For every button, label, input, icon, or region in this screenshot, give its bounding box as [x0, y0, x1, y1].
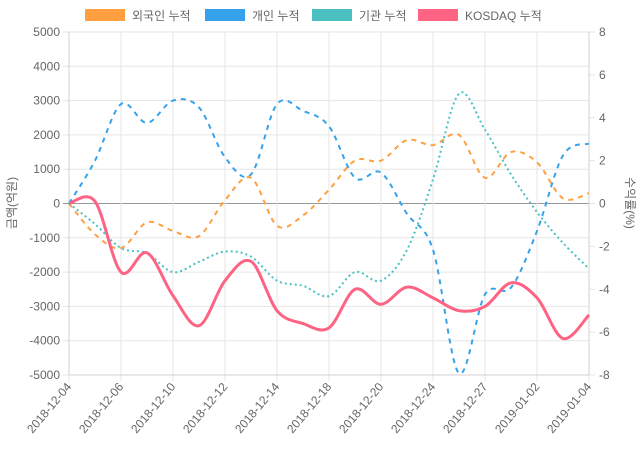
legend-label: 기관 누적 — [359, 9, 407, 23]
x-tick-label: 2018-12-27 — [440, 380, 490, 436]
legend-item-3[interactable]: KOSDAQ 누적 — [418, 9, 542, 23]
y-tick-label: -2000 — [29, 265, 60, 279]
y-tick-label: -5000 — [29, 368, 60, 382]
y2-axis-title: 수익률(%) — [623, 177, 637, 229]
y2-tick-label: -2 — [599, 239, 610, 253]
y2-tick-label: 8 — [599, 25, 606, 39]
y2-tick-label: -4 — [599, 282, 610, 296]
legend[interactable]: 외국인 누적 개인 누적 기관 누적 KOSDAQ 누적 — [85, 9, 542, 23]
y-tick-label: 5000 — [33, 25, 60, 39]
x-tick-label: 2018-12-20 — [336, 380, 386, 436]
x-tick-label: 2018-12-24 — [388, 380, 438, 436]
legend-swatch — [418, 9, 458, 21]
y-tick-label: 0 — [53, 197, 60, 211]
x-tick-label: 2018-12-14 — [232, 380, 282, 436]
x-tick-label: 2018-12-10 — [128, 380, 178, 436]
legend-swatch — [205, 9, 245, 21]
legend-label: KOSDAQ 누적 — [465, 9, 542, 23]
x-tick-label: 2018-12-18 — [284, 380, 334, 436]
y-tick-label: 4000 — [33, 59, 60, 73]
y2-tick-label: 0 — [599, 197, 606, 211]
y2-tick-label: 4 — [599, 111, 606, 125]
y2-tick-label: 6 — [599, 68, 606, 82]
y-tick-label: -3000 — [29, 299, 60, 313]
series-lines — [68, 91, 591, 375]
y2-tick-label: 2 — [599, 154, 606, 168]
x-tick-label: 2019-01-02 — [492, 380, 542, 436]
legend-label: 외국인 누적 — [132, 9, 191, 23]
y-tick-label: -4000 — [29, 334, 60, 348]
y-tick-label: 1000 — [33, 162, 60, 176]
x-tick-label: 2018-12-12 — [180, 380, 230, 436]
y-tick-label: -1000 — [29, 231, 60, 245]
axes: 5000 4000 3000 2000 1000 0 -1000 -2000 -3000 -400… — [24, 25, 610, 436]
legend-item-0[interactable]: 외국인 누적 — [85, 9, 191, 23]
y-tick-label: 3000 — [33, 94, 60, 108]
series-line-3 — [68, 195, 591, 341]
series-line-2 — [68, 91, 590, 298]
x-tick-label: 2018-12-06 — [76, 380, 126, 436]
y2-tick-label: -6 — [599, 325, 610, 339]
legend-swatch — [85, 9, 125, 21]
y2-tick-label: -8 — [599, 368, 610, 382]
y-tick-label: 2000 — [33, 128, 60, 142]
legend-item-1[interactable]: 개인 누적 — [205, 9, 300, 23]
y-axis-title: 금액(억원) — [5, 177, 19, 229]
x-tick-label: 2018-12-04 — [24, 380, 74, 436]
legend-item-2[interactable]: 기관 누적 — [312, 9, 407, 23]
legend-label: 개인 누적 — [252, 9, 300, 23]
legend-swatch — [312, 9, 352, 21]
x-tick-label: 2019-01-04 — [544, 380, 594, 436]
